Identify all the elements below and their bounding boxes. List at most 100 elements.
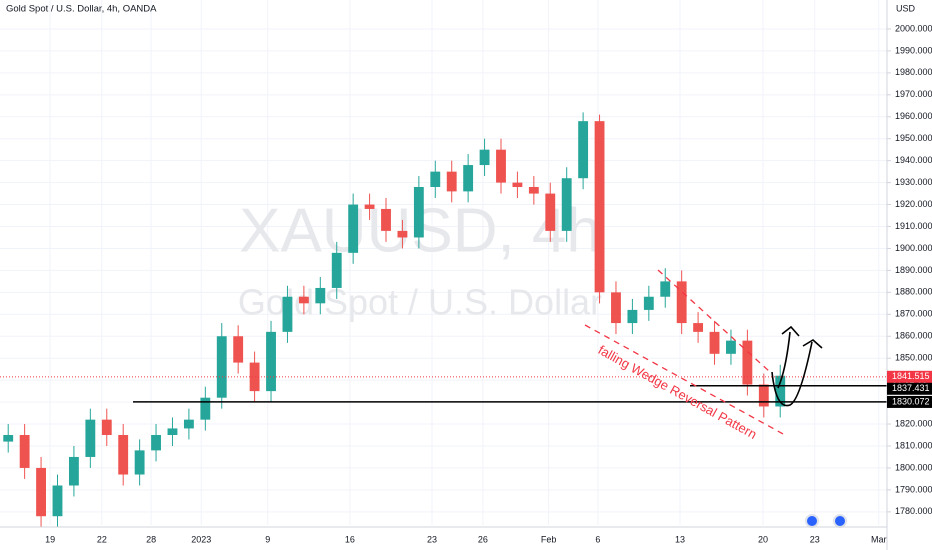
- candle-body: [282, 296, 293, 332]
- plot: [0, 112, 887, 528]
- candle-body: [331, 252, 342, 288]
- x-tick-label: 23: [427, 534, 437, 544]
- y-tick-label: 1950.000: [895, 133, 932, 143]
- candle-body: [364, 204, 375, 209]
- candle-body: [118, 435, 129, 475]
- x-tick-label: 9: [265, 534, 270, 544]
- candle-body: [463, 165, 474, 192]
- x-tick-label: Feb: [541, 534, 557, 544]
- candle-body: [413, 186, 424, 238]
- current-price-label: 1841.515: [892, 371, 930, 381]
- x-tick-label: 28: [146, 534, 156, 544]
- y-tick-label: 1780.000: [895, 506, 932, 516]
- y-tick-label: 1900.000: [895, 243, 932, 253]
- y-tick-label: 1880.000: [895, 287, 932, 297]
- candle-body: [249, 362, 260, 392]
- candle-body: [660, 281, 671, 297]
- candle-body: [545, 193, 556, 231]
- candle-body: [726, 340, 736, 354]
- y-tick-label: 1970.000: [895, 89, 932, 99]
- candle-body: [446, 171, 457, 192]
- arrow-head: [802, 339, 823, 349]
- candle-body: [594, 121, 605, 293]
- event-flag[interactable]: [805, 514, 819, 528]
- candle-body: [496, 149, 506, 183]
- candle-body: [479, 149, 490, 166]
- candle-body: [266, 331, 276, 392]
- candle-body: [561, 178, 572, 231]
- arrow-head: [781, 325, 800, 337]
- y-tick-label: 1850.000: [895, 353, 932, 363]
- level-price-label: 1830.072: [892, 396, 930, 406]
- pattern-annotation: falling Wedge Reversal Pattern: [596, 342, 760, 442]
- candle-body: [758, 384, 769, 407]
- arrow-path: [771, 341, 813, 407]
- candle-body: [151, 435, 161, 451]
- candle-body: [381, 208, 391, 231]
- candle-body: [19, 435, 30, 468]
- candle-body: [68, 456, 79, 486]
- x-tick-label: Mar: [871, 534, 887, 544]
- x-tick-label: 20: [758, 534, 768, 544]
- candle-body: [348, 204, 359, 253]
- candle-body: [742, 340, 753, 385]
- candle-body: [183, 419, 194, 429]
- wedge-upper: [657, 269, 771, 373]
- level-price-box: [887, 382, 932, 395]
- x-tick-label: 2023: [191, 534, 211, 544]
- candle-body: [85, 419, 96, 457]
- y-tick-label: 1810.000: [895, 440, 932, 450]
- x-tick-label: 16: [345, 534, 355, 544]
- y-tick-label: 1910.000: [895, 221, 932, 231]
- y-tick-label: 1790.000: [895, 484, 932, 494]
- x-tick-label: 22: [97, 534, 107, 544]
- y-tick-label: 1820.000: [895, 418, 932, 428]
- x-tick-label: 26: [478, 534, 488, 544]
- candle-body: [430, 171, 441, 187]
- candle-body: [298, 296, 309, 304]
- candle-body: [693, 323, 704, 332]
- y-tick-label: 1940.000: [895, 155, 932, 165]
- chart-title: Gold Spot / U.S. Dollar, 4h, OANDA: [6, 4, 157, 15]
- candle-body: [101, 419, 112, 436]
- y-tick-label: 1870.000: [895, 309, 932, 319]
- y-tick-label: 1920.000: [895, 199, 932, 209]
- candle-body: [52, 485, 63, 517]
- y-tick-label: 2000.000: [895, 23, 932, 33]
- level-price-label: 1837.431: [892, 383, 930, 393]
- y-tick-label: 1800.000: [895, 462, 932, 472]
- candle-body: [676, 281, 687, 324]
- candle-body: [512, 182, 523, 187]
- candle-body: [611, 292, 621, 324]
- y-tick-label: 1860.000: [895, 331, 932, 341]
- candle-body: [627, 309, 638, 324]
- x-tick-label: 19: [45, 534, 55, 544]
- event-flag[interactable]: [833, 514, 847, 528]
- candle-body: [578, 121, 589, 179]
- candle-body: [3, 435, 14, 442]
- candle-body: [200, 397, 211, 420]
- currency-label: USD: [896, 3, 916, 13]
- x-tick-label: 13: [675, 534, 685, 544]
- candle-body: [36, 467, 46, 517]
- arrow-path: [777, 331, 791, 389]
- x-tick-label: 6: [595, 534, 600, 544]
- candle-body: [315, 287, 326, 304]
- candle-body: [233, 336, 244, 363]
- candle-body: [528, 186, 539, 194]
- candle-body: [167, 428, 178, 436]
- y-tick-label: 1960.000: [895, 111, 932, 121]
- y-tick-label: 1930.000: [895, 177, 932, 187]
- y-tick-label: 1990.000: [895, 45, 932, 55]
- x-tick-label: 23: [810, 534, 820, 544]
- candle-body: [709, 331, 720, 354]
- y-tick-label: 1980.000: [895, 67, 932, 77]
- candle-body: [397, 230, 408, 238]
- y-tick-label: 1890.000: [895, 265, 932, 275]
- axes: 1780.000 1790.000 1800.000 1810.000 1820.000…: [45, 23, 932, 544]
- watermark-name: Gold Spot / U.S. Dollar: [238, 282, 602, 323]
- candle-body: [775, 375, 786, 407]
- candle-body: [643, 296, 654, 310]
